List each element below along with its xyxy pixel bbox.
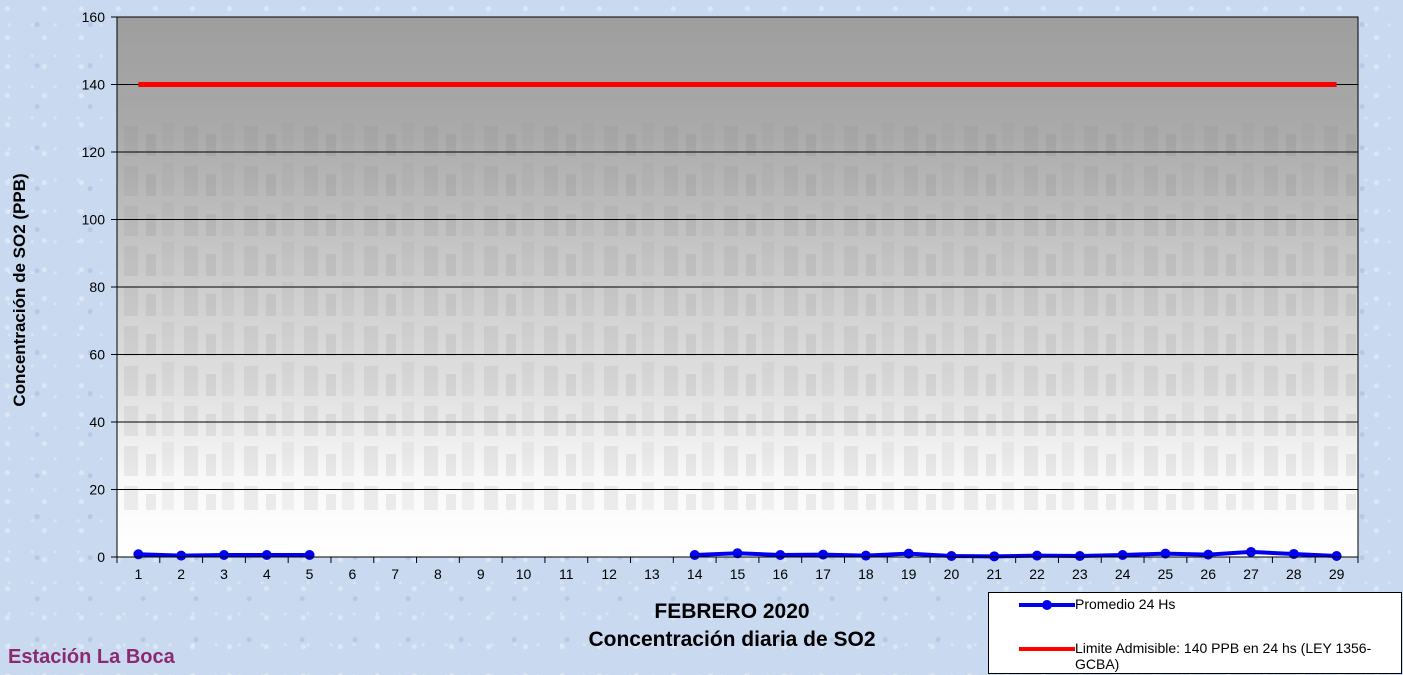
x-tick-label: 15 <box>730 566 746 582</box>
y-tick-label: 120 <box>82 144 106 160</box>
series-average-point <box>133 549 143 559</box>
station-label: Estación La Boca <box>8 646 175 669</box>
x-tick-label: 9 <box>477 566 485 582</box>
legend-label-average: Promedio 24 Hs <box>1075 596 1175 612</box>
legend-item-average: Promedio 24 Hs <box>1019 596 1175 614</box>
y-tick-label: 160 <box>82 9 106 25</box>
x-tick-label: 19 <box>901 566 917 582</box>
series-average-point <box>176 551 186 561</box>
series-average-point <box>1032 551 1042 561</box>
x-tick-label: 18 <box>858 566 874 582</box>
x-tick-label: 22 <box>1029 566 1045 582</box>
x-tick-label: 28 <box>1286 566 1302 582</box>
x-tick-label: 25 <box>1158 566 1174 582</box>
plot-texture <box>117 120 1358 510</box>
legend-marker-average <box>1019 596 1075 614</box>
y-tick-label: 100 <box>82 212 106 228</box>
x-tick-label: 14 <box>687 566 703 582</box>
x-tick-label: 2 <box>177 566 185 582</box>
series-average-point <box>775 550 785 560</box>
series-average-point <box>1075 551 1085 561</box>
series-average-point <box>1332 551 1342 561</box>
series-average-point <box>1118 550 1128 560</box>
y-tick-label: 140 <box>82 77 106 93</box>
chart-title-block: FEBRERO 2020 Concentración diaria de SO2 <box>588 598 875 654</box>
y-tick-label: 80 <box>89 279 105 295</box>
x-tick-label: 23 <box>1072 566 1088 582</box>
series-average-point <box>219 550 229 560</box>
x-tick-label: 21 <box>986 566 1002 582</box>
series-average-point <box>1246 547 1256 557</box>
y-tick-label: 60 <box>89 347 105 363</box>
series-average-point <box>1203 550 1213 560</box>
x-tick-label: 4 <box>263 566 271 582</box>
series-average-point <box>861 551 871 561</box>
x-tick-label: 1 <box>134 566 142 582</box>
x-tick-label: 27 <box>1243 566 1259 582</box>
x-tick-label: 11 <box>559 566 574 582</box>
x-tick-label: 20 <box>944 566 960 582</box>
x-tick-label: 17 <box>815 566 831 582</box>
y-tick-label: 20 <box>89 482 105 498</box>
x-tick-label: 16 <box>773 566 789 582</box>
chart-subtitle: Concentración diaria de SO2 <box>588 626 875 654</box>
x-tick-label: 8 <box>434 566 442 582</box>
x-tick-label: 24 <box>1115 566 1131 582</box>
y-tick-label: 0 <box>97 549 105 565</box>
series-average-point <box>262 550 272 560</box>
legend-marker-limit <box>1019 640 1075 658</box>
x-tick-label: 29 <box>1329 566 1345 582</box>
legend-label-limit: Limite Admisible: 140 PPB en 24 hs (LEY … <box>1075 640 1389 672</box>
x-tick-label: 3 <box>220 566 228 582</box>
chart-title: FEBRERO 2020 <box>588 598 875 626</box>
series-average-point <box>690 550 700 560</box>
x-tick-label: 10 <box>516 566 532 582</box>
x-tick-label: 26 <box>1200 566 1216 582</box>
x-tick-label: 13 <box>644 566 660 582</box>
series-average-point <box>305 550 315 560</box>
legend: Promedio 24 Hs Limite Admisible: 140 PPB… <box>988 592 1402 674</box>
x-tick-label: 7 <box>391 566 399 582</box>
x-tick-label: 5 <box>306 566 314 582</box>
x-tick-label: 6 <box>348 566 356 582</box>
legend-item-limit: Limite Admisible: 140 PPB en 24 hs (LEY … <box>1019 640 1389 672</box>
series-average-point <box>989 551 999 561</box>
series-average-point <box>818 550 828 560</box>
x-tick-label: 12 <box>601 566 617 582</box>
y-axis-title: Concentración de SO2 (PPB) <box>10 173 30 406</box>
y-tick-label: 40 <box>89 414 105 430</box>
series-average-point <box>946 551 956 561</box>
